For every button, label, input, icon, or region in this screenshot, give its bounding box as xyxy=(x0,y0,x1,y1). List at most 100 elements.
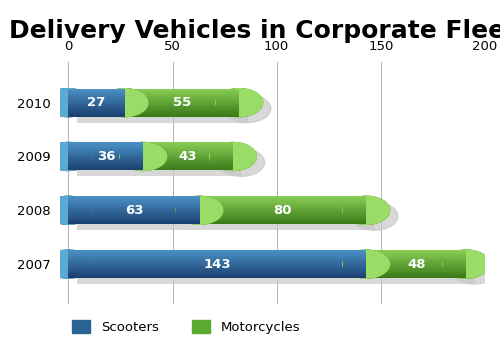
Ellipse shape xyxy=(216,89,262,117)
Bar xyxy=(68,147,144,148)
Bar xyxy=(343,218,366,219)
Bar xyxy=(68,274,366,275)
Bar xyxy=(176,201,200,202)
Bar xyxy=(343,265,366,266)
Bar xyxy=(124,96,239,97)
Bar xyxy=(124,90,239,91)
Bar xyxy=(68,116,92,117)
Bar xyxy=(68,252,366,253)
Bar xyxy=(68,214,200,215)
Bar xyxy=(101,92,124,93)
Bar xyxy=(210,147,233,148)
Bar xyxy=(68,273,92,274)
Bar xyxy=(68,250,92,251)
Bar xyxy=(68,209,92,210)
Bar xyxy=(124,99,239,100)
Bar xyxy=(101,89,124,90)
Bar xyxy=(216,114,239,115)
Bar xyxy=(68,156,144,157)
Bar xyxy=(144,170,233,171)
Bar xyxy=(443,258,466,260)
Bar xyxy=(68,161,144,162)
Bar xyxy=(120,143,144,171)
Bar xyxy=(343,212,366,213)
Bar xyxy=(443,260,466,261)
Bar xyxy=(216,89,239,90)
Bar xyxy=(68,203,200,204)
Bar xyxy=(210,150,233,151)
Bar xyxy=(144,143,233,144)
Bar xyxy=(68,114,124,115)
Bar xyxy=(343,250,366,278)
Bar xyxy=(210,158,233,159)
Bar xyxy=(68,97,92,98)
Bar xyxy=(144,166,233,167)
Bar xyxy=(68,148,144,149)
Ellipse shape xyxy=(45,250,92,278)
Bar xyxy=(68,269,92,270)
Bar xyxy=(176,205,200,206)
Bar xyxy=(68,155,92,156)
Bar xyxy=(68,266,366,267)
Bar xyxy=(68,258,366,260)
Bar xyxy=(443,274,466,275)
Bar xyxy=(68,271,92,272)
Ellipse shape xyxy=(224,94,271,122)
Bar xyxy=(144,146,233,147)
Bar xyxy=(343,254,366,255)
Bar xyxy=(68,268,366,269)
Bar xyxy=(176,217,200,218)
Bar xyxy=(68,252,92,253)
Bar xyxy=(68,198,92,199)
Bar xyxy=(443,255,466,256)
Bar xyxy=(216,96,239,97)
Bar xyxy=(68,143,92,171)
Bar xyxy=(120,169,144,170)
Bar xyxy=(443,277,466,278)
Bar xyxy=(68,99,124,100)
Bar xyxy=(216,111,239,112)
Bar xyxy=(144,163,233,164)
Bar xyxy=(343,250,366,251)
Bar xyxy=(343,197,366,198)
Bar xyxy=(144,149,233,150)
Bar xyxy=(68,95,124,96)
Bar xyxy=(366,273,466,274)
Bar xyxy=(68,98,92,99)
Bar xyxy=(210,167,233,168)
Bar xyxy=(68,111,92,112)
Bar xyxy=(144,151,233,152)
Bar xyxy=(68,221,200,222)
Bar xyxy=(68,272,92,273)
Bar xyxy=(68,220,92,221)
Bar xyxy=(216,108,239,109)
Bar xyxy=(216,100,239,101)
Bar xyxy=(200,209,366,210)
Bar xyxy=(176,216,200,217)
Bar xyxy=(366,271,466,272)
Bar xyxy=(176,213,200,214)
Bar xyxy=(176,196,200,197)
Bar xyxy=(68,108,92,109)
Ellipse shape xyxy=(343,250,390,278)
Bar xyxy=(124,116,239,117)
Bar xyxy=(68,165,144,166)
Bar xyxy=(200,211,366,212)
Ellipse shape xyxy=(451,256,498,284)
Bar xyxy=(101,115,124,116)
Bar xyxy=(343,264,366,265)
Bar xyxy=(210,165,233,166)
Bar xyxy=(200,216,366,217)
Bar xyxy=(343,258,366,260)
Bar xyxy=(210,149,233,150)
Bar xyxy=(366,256,466,257)
Bar xyxy=(101,108,124,109)
Bar xyxy=(68,114,92,115)
Bar xyxy=(68,149,92,150)
Bar xyxy=(101,94,124,95)
Bar xyxy=(68,273,366,274)
Bar xyxy=(68,218,200,219)
Bar xyxy=(68,145,92,146)
Bar xyxy=(68,97,124,98)
Bar xyxy=(68,167,92,168)
